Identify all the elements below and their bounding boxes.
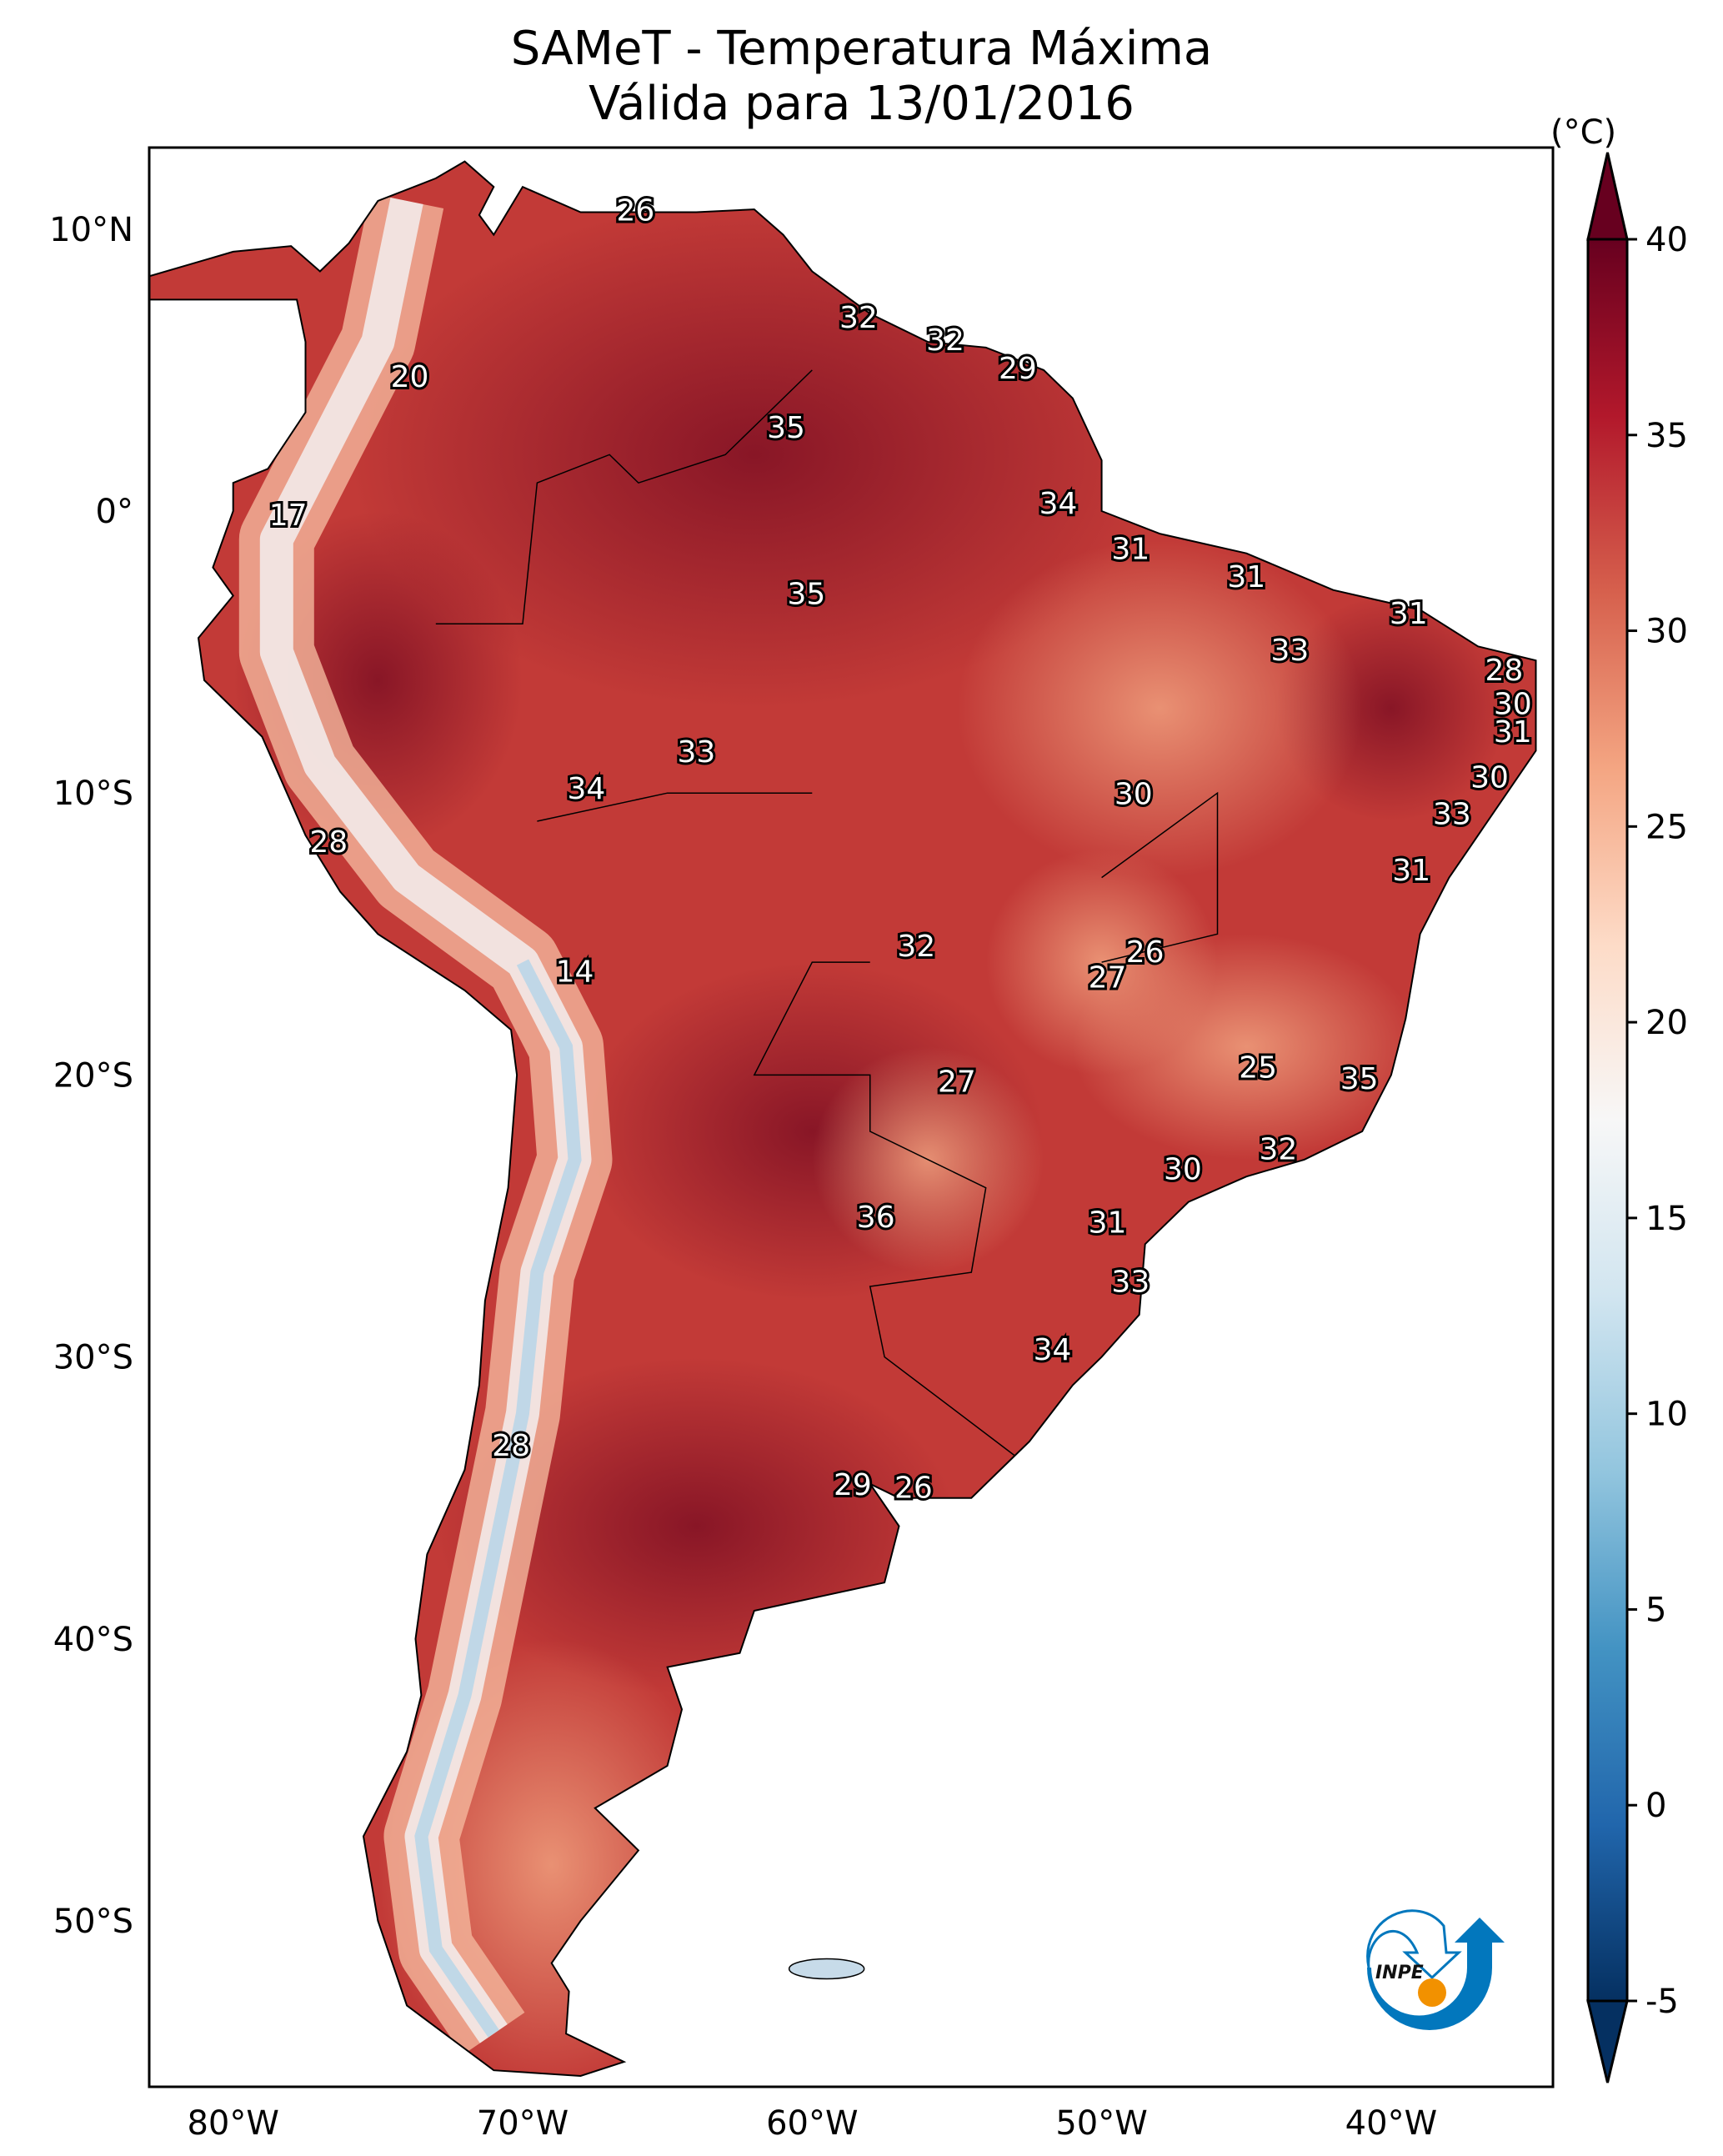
logo-swirl-icon xyxy=(1366,1909,1462,1980)
temperature-label: 33 xyxy=(677,735,715,770)
temperature-label: 34 xyxy=(1039,487,1078,521)
temperature-label: 20 xyxy=(391,360,429,394)
y-tick-label: 40°S xyxy=(53,1621,133,1659)
colorbar-unit-label: (°C) xyxy=(1550,113,1616,152)
colorbar-min-extend xyxy=(1586,1999,1629,2083)
temperature-label: 28 xyxy=(309,825,348,860)
border-line xyxy=(537,792,813,822)
colorbar-tick-label: 0 xyxy=(1645,1787,1666,1825)
temperature-label: 26 xyxy=(894,1472,933,1506)
logo-text: INPE xyxy=(1375,1963,1424,1983)
temperature-label: 33 xyxy=(1111,1266,1150,1300)
coastline xyxy=(149,160,1537,2078)
colorbar-tick-label: 5 xyxy=(1645,1591,1666,1629)
y-tick-label: 10°S xyxy=(53,775,133,813)
land-field xyxy=(149,161,1536,2076)
temperature-label: 28 xyxy=(492,1429,530,1463)
temperature-label: 30 xyxy=(1114,778,1153,812)
temperature-label: 17 xyxy=(269,499,308,533)
temperature-label: 26 xyxy=(1126,935,1165,970)
temperature-label: 35 xyxy=(787,577,825,611)
temperature-label: 30 xyxy=(1164,1152,1202,1186)
temperature-label: 31 xyxy=(1392,854,1430,888)
temperature-label: 29 xyxy=(999,352,1037,386)
temperature-label: 27 xyxy=(938,1065,976,1100)
logo-arrow-icon xyxy=(1367,1918,1505,2030)
temperature-label: 31 xyxy=(1390,597,1428,631)
temperature-label: 32 xyxy=(926,323,964,358)
map-area xyxy=(149,160,1537,2078)
temperature-label: 32 xyxy=(897,930,935,964)
x-tick-label: 60°W xyxy=(766,2104,858,2143)
temperature-label: 33 xyxy=(1433,797,1471,831)
border-line xyxy=(1101,791,1219,963)
temperature-label: 26 xyxy=(617,194,655,228)
temperature-label: 30 xyxy=(1470,760,1509,795)
border-line xyxy=(753,961,1015,1457)
y-tick-label: 0° xyxy=(96,493,133,531)
colorbar-tick-label: 35 xyxy=(1645,417,1688,455)
colorbar-tick-label: 40 xyxy=(1645,221,1688,259)
temperature-label: 28 xyxy=(1485,654,1523,688)
temperature-label: 32 xyxy=(1260,1133,1298,1167)
temperature-label: 34 xyxy=(567,772,605,806)
temperature-label: 36 xyxy=(857,1201,895,1235)
temperature-label: 35 xyxy=(1340,1062,1379,1096)
y-tick-label: 20°S xyxy=(53,1056,133,1095)
colorbar-gradient xyxy=(1588,239,1627,2001)
colorbar-tick-label: 30 xyxy=(1645,613,1688,651)
temperature-label: 31 xyxy=(1494,715,1532,750)
temperature-label: 27 xyxy=(1089,960,1127,995)
temperature-label: 29 xyxy=(834,1468,872,1502)
colorbar-tick-label: 10 xyxy=(1645,1396,1688,1434)
temperature-label: 32 xyxy=(839,301,878,335)
colorbar-tick-label: 25 xyxy=(1645,808,1688,846)
chart-title: SAMeT - Temperatura Máxima Válida para 1… xyxy=(0,22,1723,132)
colorbar: 40 35 30 25 20 15 10 5 0 -5 xyxy=(1586,152,1688,2083)
x-tick-label: 50°W xyxy=(1055,2104,1147,2143)
logo-sun-icon xyxy=(1418,1978,1446,2007)
title-line-2: Válida para 13/01/2016 xyxy=(589,77,1134,131)
colorbar-tick-label: 20 xyxy=(1645,1004,1688,1042)
temperature-label: 31 xyxy=(1111,532,1150,566)
border-line xyxy=(435,369,813,625)
y-tick-label: 50°S xyxy=(53,1903,133,1941)
temperature-zone xyxy=(957,539,1362,878)
temperature-label: 30 xyxy=(1494,687,1532,721)
x-tick-label: 70°W xyxy=(477,2104,568,2143)
inpe-logo: INPE xyxy=(1366,1909,1505,2030)
colorbar-tick-label: 15 xyxy=(1645,1200,1688,1238)
colorbar-tick-label: -5 xyxy=(1645,1983,1679,2021)
map-frame xyxy=(148,146,1555,2088)
axes: 10°N 0° 10°S 20°S 30°S 40°S 50°S 80°W 70°W 60°W 50… xyxy=(49,211,1437,2143)
temperature-zone xyxy=(985,849,1218,1075)
x-tick-label: 80°W xyxy=(187,2104,278,2143)
andes-cold-band xyxy=(414,959,582,2038)
colorbar-max-extend xyxy=(1586,152,1629,241)
temperature-label: 14 xyxy=(556,955,594,990)
title-line-1: SAMeT - Temperatura Máxima xyxy=(510,22,1213,76)
x-tick-label: 40°W xyxy=(1345,2104,1437,2143)
y-tick-label: 10°N xyxy=(49,211,133,249)
temperature-label: 31 xyxy=(1089,1206,1127,1241)
temperature-label: 25 xyxy=(1239,1051,1277,1086)
y-tick-label: 30°S xyxy=(53,1339,133,1377)
falkland-islands xyxy=(788,1958,865,1980)
temperature-label: 34 xyxy=(1034,1333,1072,1367)
temperature-label: 33 xyxy=(1270,634,1309,668)
temperature-label: 35 xyxy=(767,411,805,445)
temperature-label: 31 xyxy=(1227,560,1265,594)
colorbar-outline xyxy=(1586,238,1629,2003)
